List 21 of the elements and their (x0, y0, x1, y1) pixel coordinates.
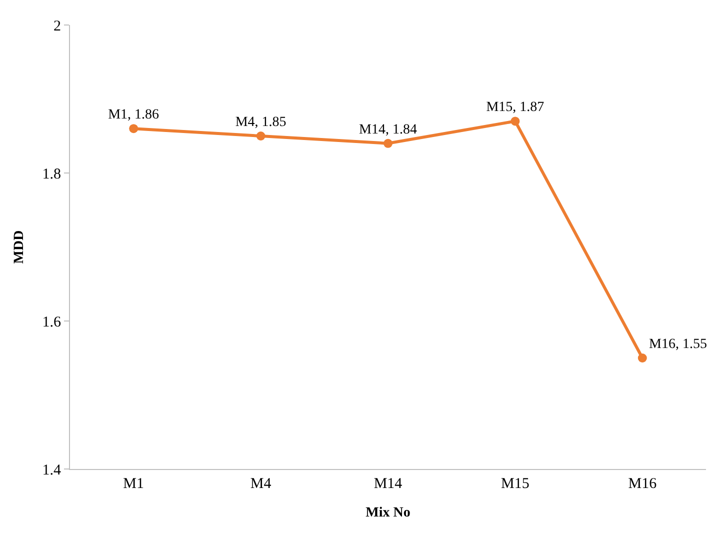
data-label: M16, 1.55 (649, 336, 707, 352)
point (129, 124, 138, 134)
y-tick-label: 2 (54, 18, 61, 34)
data-label: M15, 1.87 (486, 100, 544, 116)
x-tick-label: M1 (123, 476, 144, 492)
x-axis-title: Mix No (366, 505, 410, 520)
y-tick-label: 1.6 (42, 314, 62, 330)
point (510, 116, 520, 126)
y-axis-title: MDD (12, 230, 27, 264)
y-tick-label: 1.4 (42, 462, 62, 478)
data-label: M1, 1.86 (108, 107, 160, 122)
point (384, 138, 392, 148)
y-tick-label: 1.8 (42, 166, 61, 182)
x-tick-label: M4 (250, 476, 272, 492)
data-label: M14, 1.84 (359, 122, 417, 138)
x-tick-label: M14 (374, 476, 403, 492)
point (638, 354, 647, 362)
x-tick-label: M16 (628, 476, 658, 492)
point (256, 132, 266, 140)
data-label: M4, 1.85 (235, 114, 286, 130)
x-tick-label: M15 (501, 476, 530, 492)
